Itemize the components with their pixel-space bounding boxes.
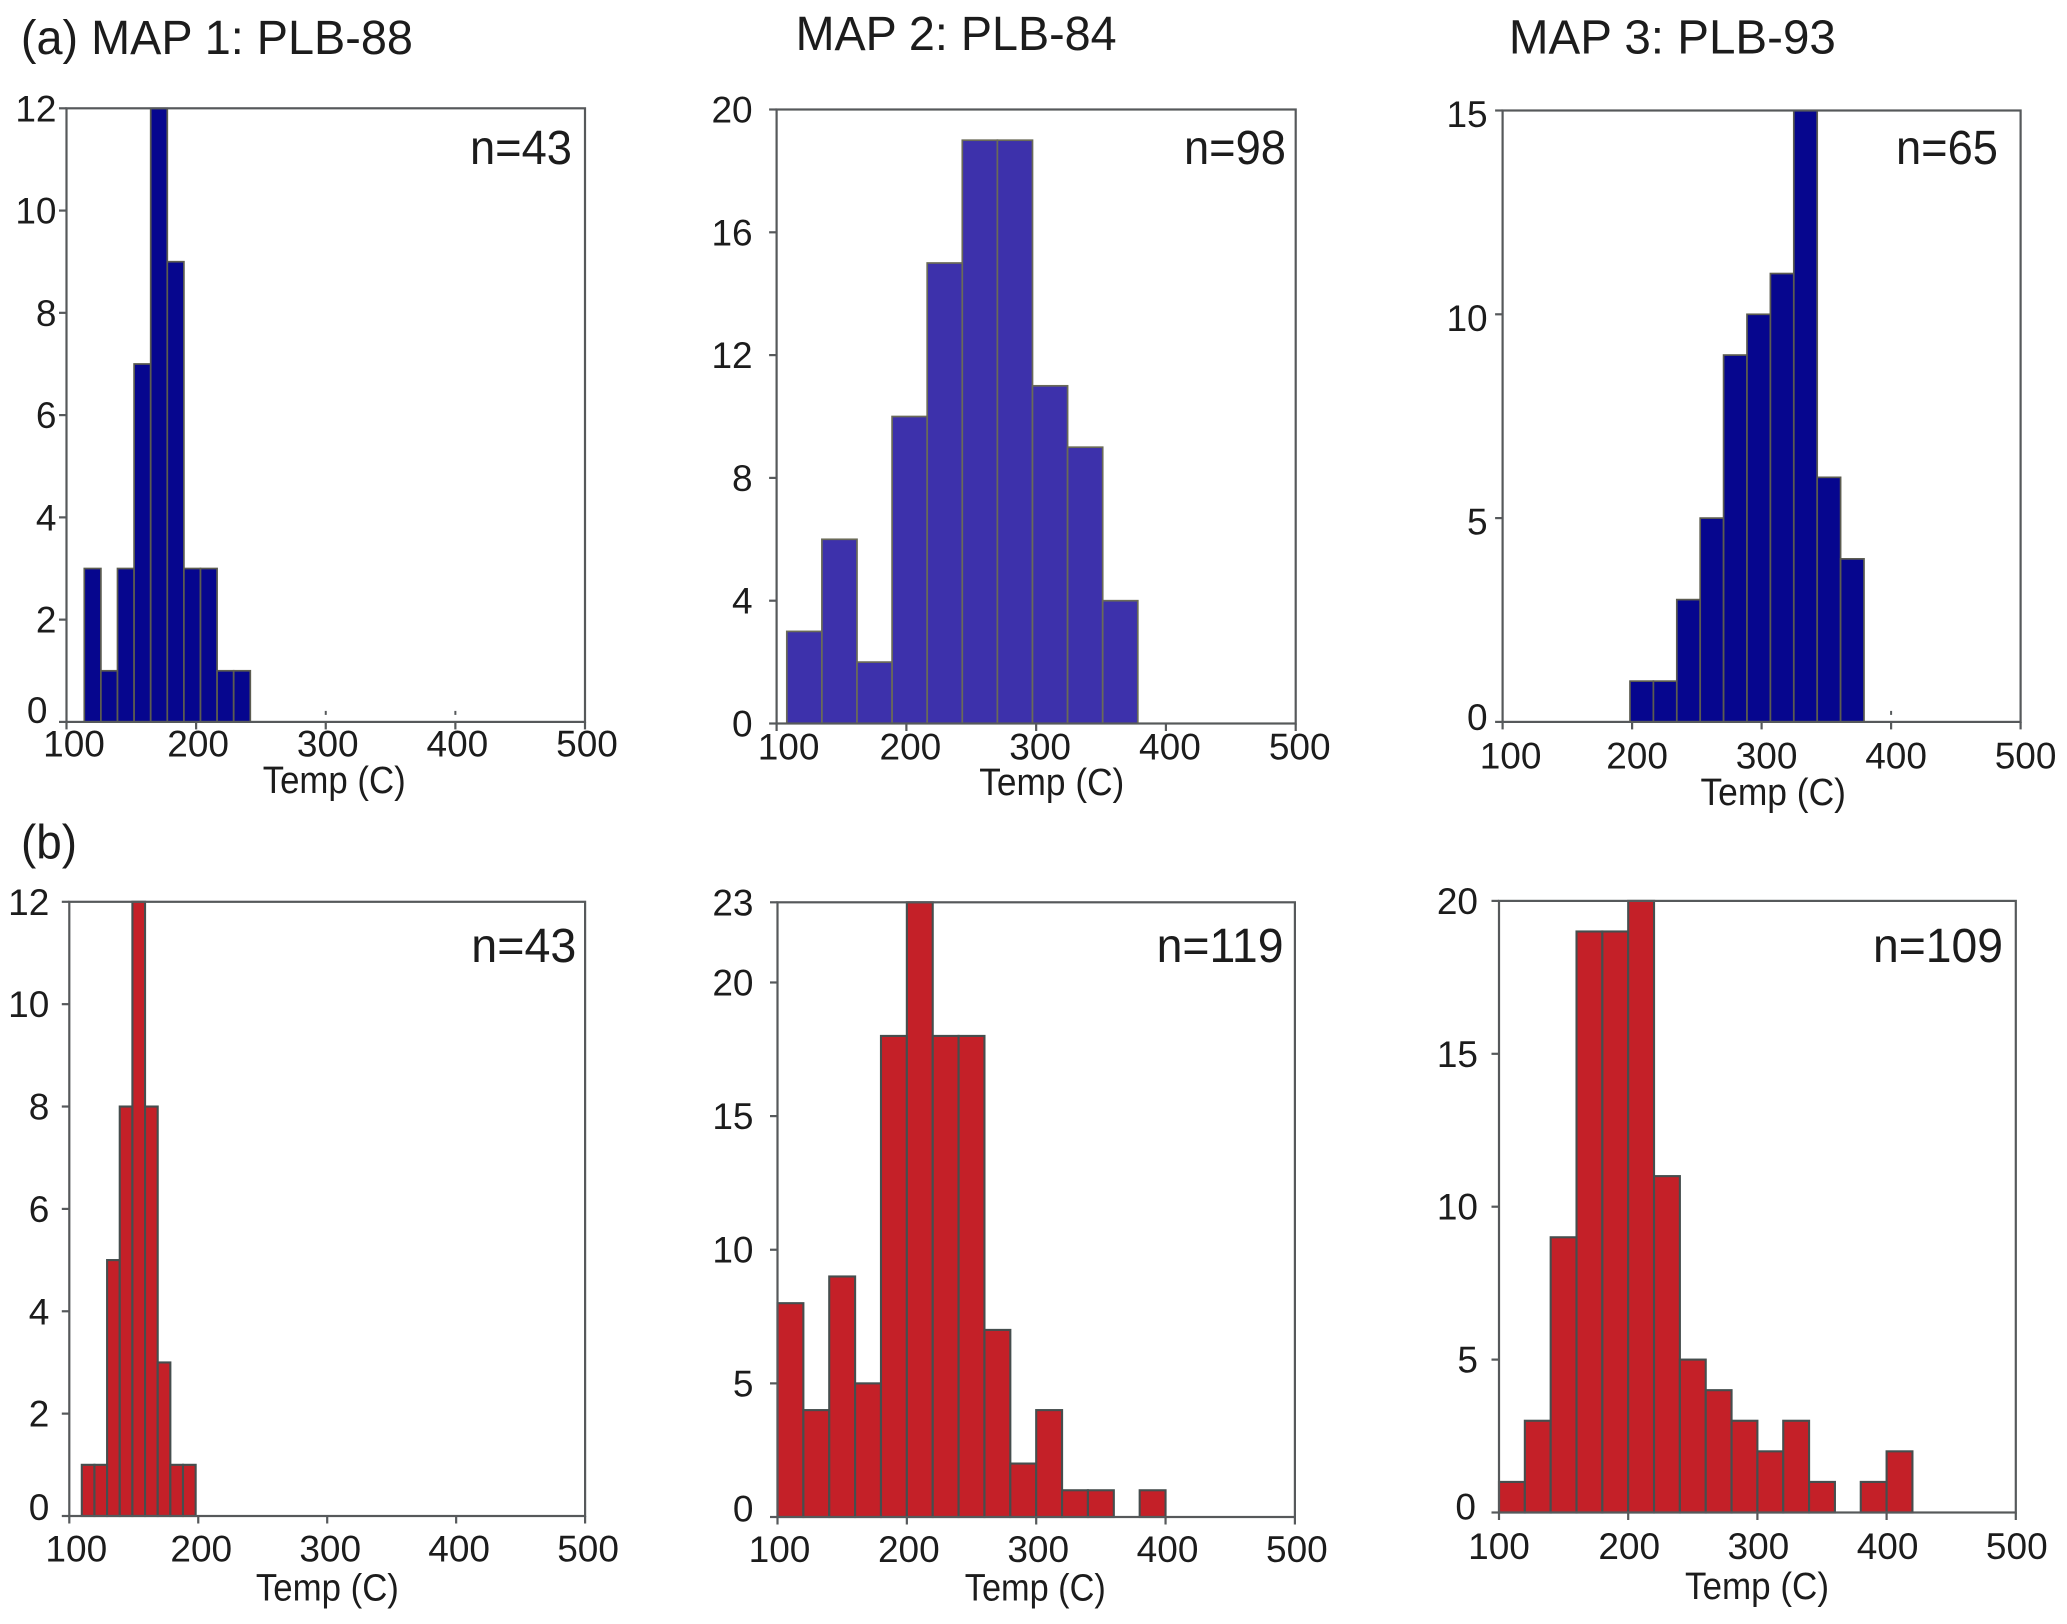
- svg-text:6: 6: [36, 395, 57, 436]
- svg-text:4: 4: [36, 497, 57, 538]
- svg-text:500: 500: [1266, 1529, 1328, 1570]
- svg-text:5: 5: [1467, 502, 1488, 543]
- svg-text:200: 200: [880, 726, 942, 767]
- svg-text:20: 20: [712, 962, 753, 1003]
- svg-text:200: 200: [170, 1529, 232, 1570]
- svg-text:12: 12: [15, 88, 56, 129]
- svg-text:100: 100: [45, 1529, 107, 1570]
- svg-text:23: 23: [712, 882, 753, 923]
- svg-text:20: 20: [711, 90, 752, 131]
- svg-text:300: 300: [299, 1529, 361, 1570]
- svg-text:10: 10: [712, 1230, 753, 1271]
- svg-text:500: 500: [556, 724, 618, 765]
- svg-text:400: 400: [1139, 726, 1201, 767]
- svg-text:n=43: n=43: [470, 121, 572, 175]
- svg-text:n=43: n=43: [471, 919, 576, 973]
- svg-text:4: 4: [29, 1291, 50, 1332]
- svg-text:15: 15: [712, 1096, 753, 1137]
- svg-text:500: 500: [1986, 1526, 2048, 1567]
- svg-text:10: 10: [15, 191, 56, 232]
- svg-text:0: 0: [1467, 697, 1488, 738]
- svg-text:0: 0: [732, 704, 753, 745]
- svg-text:300: 300: [1736, 736, 1798, 777]
- svg-text:5: 5: [1457, 1340, 1478, 1381]
- svg-text:12: 12: [711, 335, 752, 376]
- svg-text:300: 300: [297, 724, 359, 765]
- svg-text:Temp (C): Temp (C): [256, 1568, 399, 1610]
- svg-text:200: 200: [167, 724, 229, 765]
- svg-text:400: 400: [1137, 1529, 1199, 1570]
- svg-text:10: 10: [8, 984, 49, 1025]
- svg-text:2: 2: [36, 600, 57, 641]
- svg-text:300: 300: [1728, 1526, 1790, 1567]
- svg-text:400: 400: [427, 724, 489, 765]
- svg-text:12: 12: [8, 882, 49, 923]
- svg-text:n=119: n=119: [1157, 919, 1284, 973]
- svg-text:8: 8: [29, 1087, 50, 1128]
- svg-text:100: 100: [1468, 1526, 1530, 1567]
- svg-text:n=98: n=98: [1184, 121, 1286, 175]
- svg-text:0: 0: [1455, 1487, 1476, 1528]
- svg-text:8: 8: [732, 458, 753, 499]
- svg-text:0: 0: [27, 690, 48, 731]
- svg-text:5: 5: [733, 1363, 754, 1404]
- svg-text:200: 200: [1606, 736, 1668, 777]
- svg-text:100: 100: [1480, 736, 1542, 777]
- svg-text:10: 10: [1446, 298, 1487, 339]
- svg-text:400: 400: [1865, 736, 1927, 777]
- svg-text:20: 20: [1437, 881, 1478, 922]
- svg-text:100: 100: [758, 726, 820, 767]
- svg-text:100: 100: [43, 724, 105, 765]
- svg-text:8: 8: [36, 293, 57, 334]
- svg-text:MAP 3: PLB-93: MAP 3: PLB-93: [1509, 12, 1836, 65]
- svg-text:n=109: n=109: [1873, 919, 2003, 973]
- svg-text:2: 2: [29, 1394, 50, 1435]
- svg-text:0: 0: [733, 1489, 754, 1530]
- svg-text:6: 6: [29, 1189, 50, 1230]
- svg-text:500: 500: [1995, 736, 2057, 777]
- svg-text:Temp (C): Temp (C): [263, 760, 406, 802]
- svg-text:(b): (b): [21, 817, 77, 870]
- svg-text:300: 300: [1007, 1529, 1069, 1570]
- svg-text:400: 400: [428, 1529, 490, 1570]
- svg-text:200: 200: [878, 1529, 940, 1570]
- svg-text:15: 15: [1437, 1034, 1478, 1075]
- svg-text:n=65: n=65: [1896, 121, 1998, 175]
- svg-text:200: 200: [1598, 1526, 1660, 1567]
- svg-text:500: 500: [1269, 726, 1331, 767]
- svg-text:Temp (C): Temp (C): [979, 762, 1124, 804]
- svg-text:10: 10: [1437, 1187, 1478, 1228]
- svg-text:100: 100: [749, 1529, 811, 1570]
- svg-text:300: 300: [1009, 726, 1071, 767]
- svg-text:15: 15: [1446, 94, 1487, 135]
- svg-text:MAP 2: PLB-84: MAP 2: PLB-84: [796, 8, 1117, 61]
- svg-text:16: 16: [711, 212, 752, 253]
- svg-text:Temp (C): Temp (C): [1700, 772, 1846, 814]
- svg-text:500: 500: [557, 1529, 619, 1570]
- svg-text:(a) MAP 1: PLB-88: (a) MAP 1: PLB-88: [21, 12, 413, 65]
- svg-text:Temp (C): Temp (C): [1685, 1566, 1829, 1608]
- svg-text:4: 4: [732, 581, 753, 622]
- svg-text:400: 400: [1857, 1526, 1919, 1567]
- svg-text:Temp (C): Temp (C): [965, 1568, 1106, 1610]
- svg-text:0: 0: [29, 1487, 50, 1528]
